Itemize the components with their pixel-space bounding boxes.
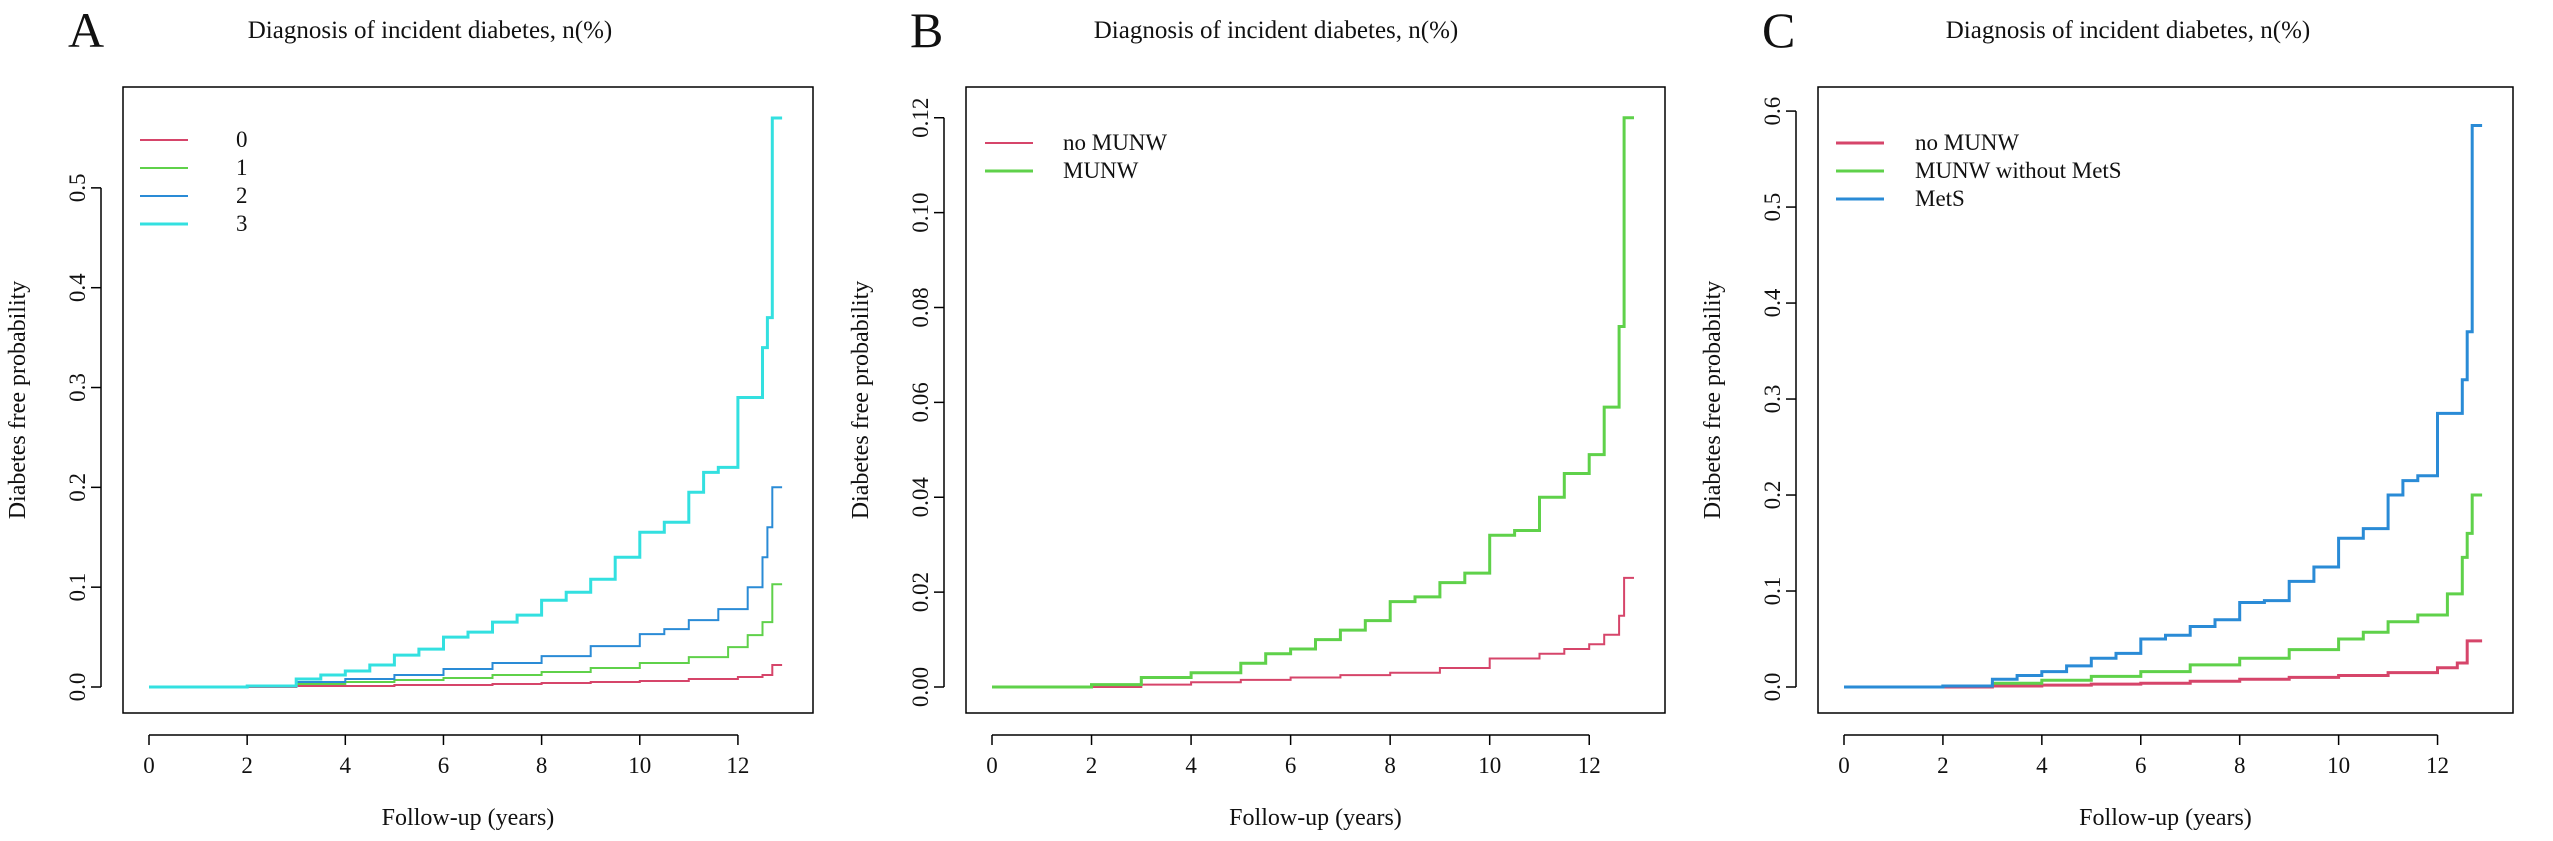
x-tick-label: 4 bbox=[340, 753, 352, 778]
panel-label: B bbox=[910, 2, 943, 58]
series-line-1 bbox=[992, 116, 1634, 689]
series-line-1 bbox=[1844, 493, 2483, 689]
y-tick-label: 0.5 bbox=[1760, 193, 1785, 222]
y-tick-label: 0.12 bbox=[908, 98, 933, 138]
y-axis-label: Diabetes free probability bbox=[1700, 281, 1726, 520]
x-tick-label: 6 bbox=[1285, 753, 1297, 778]
x-tick-label: 10 bbox=[628, 753, 651, 778]
x-tick-label: 8 bbox=[2234, 753, 2246, 778]
y-tick-label: 0.06 bbox=[908, 382, 933, 422]
chart-title: Diagnosis of incident diabetes, n(%) bbox=[1946, 17, 2311, 44]
legend-entry: MUNW bbox=[1063, 158, 1139, 183]
y-tick-label: 0.1 bbox=[65, 573, 90, 602]
series-line-0 bbox=[149, 664, 783, 688]
y-tick-label: 0.02 bbox=[908, 572, 933, 612]
panel-label: C bbox=[1762, 2, 1795, 58]
legend-entry: MetS bbox=[1915, 186, 1965, 211]
y-axis-label: Diabetes free probability bbox=[848, 281, 874, 520]
chart-panel-b: B Diagnosis of incident diabetes, n(%) 0 2 4… bbox=[848, 2, 1666, 831]
y-tick-label: 0.3 bbox=[65, 373, 90, 402]
x-tick-label: 6 bbox=[438, 753, 450, 778]
x-tick-label: 10 bbox=[1478, 753, 1501, 778]
y-tick-label: 0.4 bbox=[1760, 288, 1785, 317]
series-line-0 bbox=[992, 576, 1634, 688]
x-tick-label: 4 bbox=[2036, 753, 2048, 778]
series-line-3 bbox=[149, 116, 783, 689]
x-tick-label: 12 bbox=[2426, 753, 2449, 778]
panel-label: A bbox=[68, 2, 104, 58]
y-tick-label: 0.1 bbox=[1760, 577, 1785, 606]
y-tick-label: 0.00 bbox=[908, 667, 933, 707]
y-tick-label: 0.6 bbox=[1760, 97, 1785, 126]
x-tick-label: 8 bbox=[1384, 753, 1396, 778]
x-tick-label: 6 bbox=[2135, 753, 2147, 778]
chart-title: Diagnosis of incident diabetes, n(%) bbox=[248, 17, 613, 44]
chart-panel-c: C Diagnosis of incident diabetes, n(%) 0 2 4… bbox=[1700, 2, 2514, 831]
x-tick-label: 12 bbox=[1578, 753, 1601, 778]
y-tick-label: 0.3 bbox=[1760, 385, 1785, 414]
plot-frame bbox=[965, 86, 1666, 714]
x-tick-label: 0 bbox=[986, 753, 998, 778]
y-axis-label: Diabetes free probability bbox=[5, 281, 31, 520]
y-tick-label: 0.10 bbox=[908, 192, 933, 232]
series-line-2 bbox=[1844, 124, 2483, 689]
legend-entry: 3 bbox=[236, 211, 248, 236]
plot-frame bbox=[1817, 86, 2514, 714]
x-axis-label: Follow-up (years) bbox=[1229, 805, 1402, 831]
x-axis-label: Follow-up (years) bbox=[2079, 805, 2252, 831]
y-tick-label: 0.04 bbox=[908, 477, 933, 518]
legend-entry: 1 bbox=[236, 155, 248, 180]
x-tick-label: 8 bbox=[536, 753, 548, 778]
x-tick-label: 0 bbox=[143, 753, 155, 778]
x-tick-label: 2 bbox=[241, 753, 253, 778]
chart-panel-a: A Diagnosis of incident diabetes, n(%) 0 2 4… bbox=[5, 2, 814, 831]
plot-frame bbox=[122, 86, 814, 714]
x-axis-label: Follow-up (years) bbox=[382, 805, 555, 831]
y-tick-label: 0.5 bbox=[65, 173, 90, 202]
x-tick-label: 2 bbox=[1086, 753, 1098, 778]
legend-entry: 0 bbox=[236, 127, 248, 152]
x-tick-label: 0 bbox=[1838, 753, 1850, 778]
x-tick-label: 2 bbox=[1937, 753, 1949, 778]
x-tick-label: 12 bbox=[726, 753, 749, 778]
x-tick-label: 10 bbox=[2327, 753, 2350, 778]
legend-entry: MUNW without MetS bbox=[1915, 158, 2122, 183]
chart-title: Diagnosis of incident diabetes, n(%) bbox=[1094, 17, 1459, 44]
series-line-0 bbox=[1844, 639, 2483, 689]
y-tick-label: 0.0 bbox=[1760, 673, 1785, 702]
series-line-1 bbox=[149, 583, 783, 688]
legend-entry: 2 bbox=[236, 183, 248, 208]
legend-entry: no MUNW bbox=[1063, 130, 1167, 155]
y-tick-label: 0.2 bbox=[1760, 481, 1785, 510]
y-tick-label: 0.08 bbox=[908, 287, 933, 327]
y-tick-label: 0.4 bbox=[65, 273, 90, 302]
x-tick-label: 4 bbox=[1185, 753, 1197, 778]
y-tick-label: 0.2 bbox=[65, 473, 90, 502]
legend-entry: no MUNW bbox=[1915, 130, 2019, 155]
series-line-2 bbox=[149, 486, 783, 688]
y-tick-label: 0.0 bbox=[65, 673, 90, 702]
